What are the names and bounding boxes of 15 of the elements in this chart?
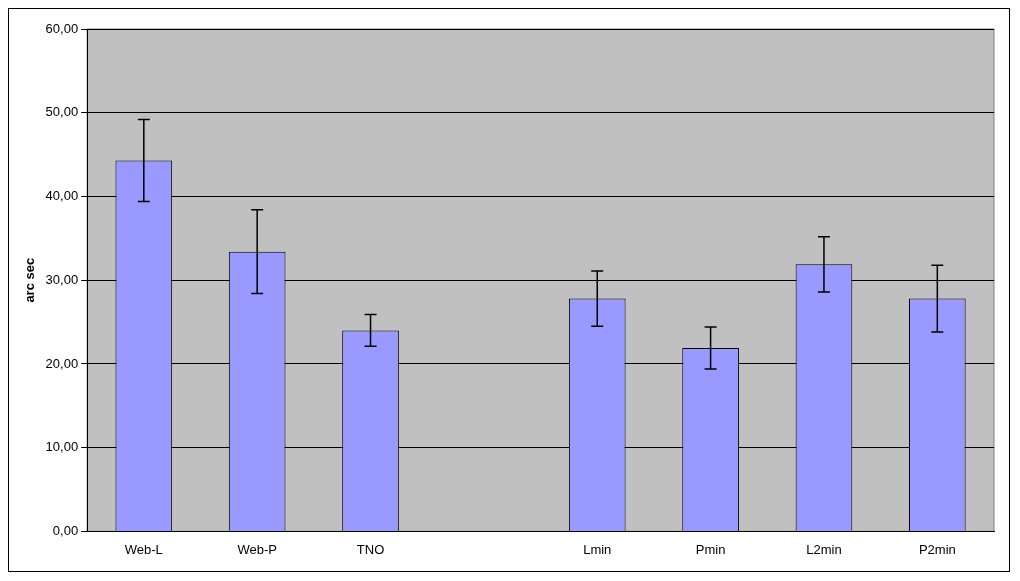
- y-tick-label: 40,00: [45, 188, 79, 204]
- x-tick-label: Web-P: [237, 541, 277, 557]
- y-tick-label: 50,00: [45, 104, 79, 120]
- x-tick-label: Lmin: [583, 541, 612, 557]
- y-axis-title: arc sec: [22, 257, 38, 303]
- y-tick-label: 0,00: [52, 522, 79, 538]
- x-tick-label: Web-L: [124, 541, 163, 557]
- x-tick-label: TNO: [356, 541, 385, 557]
- x-tick-label: Pmin: [695, 541, 726, 557]
- y-tick-label: 60,00: [45, 20, 79, 36]
- y-tick-label: 20,00: [45, 355, 79, 371]
- x-tick-label: P2min: [918, 541, 956, 557]
- x-tick-label: L2min: [806, 541, 842, 557]
- y-tick-label: 10,00: [45, 439, 79, 455]
- y-tick-label: 30,00: [45, 271, 79, 287]
